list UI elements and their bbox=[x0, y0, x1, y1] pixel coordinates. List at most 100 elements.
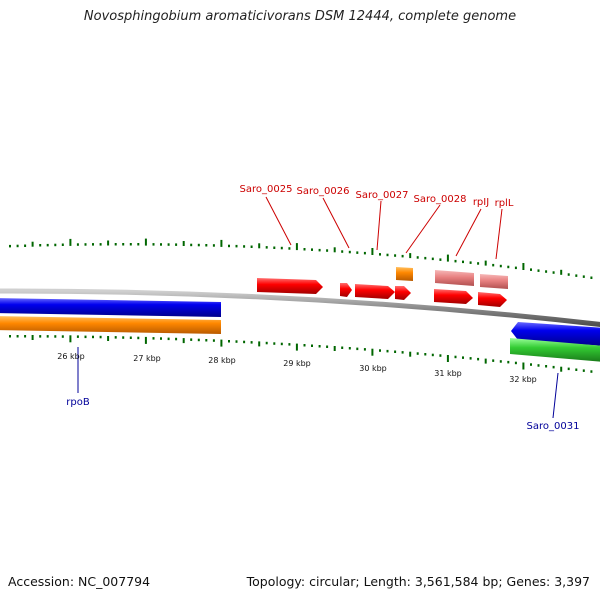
major-tick bbox=[69, 335, 72, 343]
minor-tick bbox=[416, 256, 419, 259]
minor-tick bbox=[560, 269, 563, 275]
leader-line-saro-0026 bbox=[322, 197, 350, 249]
minor-tick bbox=[212, 339, 215, 342]
minor-tick bbox=[197, 338, 200, 342]
minor-tick bbox=[537, 269, 540, 272]
minor-tick bbox=[394, 350, 397, 353]
minor-tick bbox=[363, 348, 366, 351]
major-tick bbox=[295, 243, 298, 251]
minor-tick bbox=[9, 244, 11, 248]
minor-tick bbox=[114, 243, 117, 246]
leader-line-saro-0031 bbox=[552, 372, 559, 419]
leader-line-saro-0027 bbox=[376, 200, 382, 251]
minor-tick bbox=[530, 363, 532, 366]
minor-tick bbox=[137, 243, 140, 246]
minor-tick bbox=[84, 335, 87, 339]
minor-tick bbox=[514, 266, 517, 270]
minor-tick bbox=[212, 244, 215, 247]
minor-tick bbox=[288, 247, 291, 250]
minor-tick bbox=[129, 336, 132, 339]
minor-tick bbox=[24, 244, 27, 247]
gene-label-rpob: rpoB bbox=[66, 397, 90, 408]
minor-tick bbox=[341, 250, 344, 253]
minor-tick bbox=[590, 276, 593, 279]
minor-tick bbox=[416, 352, 419, 355]
scale-label-32kbp: 32 kbp bbox=[509, 375, 537, 384]
minor-tick bbox=[379, 253, 381, 256]
gene-rpob-reverse bbox=[0, 298, 221, 317]
minor-tick bbox=[31, 335, 34, 340]
minor-tick bbox=[99, 335, 102, 339]
scale-label-30kbp: 30 kbp bbox=[359, 364, 387, 373]
major-tick bbox=[295, 343, 298, 351]
leader-line-saro-0028 bbox=[405, 204, 441, 254]
gene-saro-0025-forward bbox=[257, 278, 323, 294]
minor-tick bbox=[152, 337, 155, 340]
minor-tick bbox=[235, 340, 238, 343]
minor-tick bbox=[386, 253, 389, 257]
minor-tick bbox=[122, 336, 125, 339]
major-tick bbox=[69, 238, 72, 246]
minor-tick bbox=[61, 335, 64, 338]
minor-tick bbox=[575, 274, 578, 277]
minor-tick bbox=[356, 251, 359, 254]
scale-label-29kbp: 29 kbp bbox=[283, 359, 311, 368]
gene-rpll-forward bbox=[478, 292, 507, 307]
minor-tick bbox=[76, 243, 79, 246]
major-tick bbox=[144, 238, 147, 246]
minor-tick bbox=[326, 249, 329, 252]
minor-tick bbox=[462, 260, 464, 264]
minor-tick bbox=[492, 263, 495, 267]
leader-line-rpij bbox=[455, 208, 482, 257]
minor-tick bbox=[205, 244, 208, 247]
gene-saro-0026-forward bbox=[340, 283, 352, 297]
gene-label-rpij: rpIJ bbox=[473, 197, 489, 208]
minor-tick bbox=[379, 349, 381, 352]
minor-tick bbox=[167, 243, 170, 246]
minor-tick bbox=[341, 346, 344, 349]
minor-tick bbox=[190, 243, 193, 247]
minor-tick bbox=[401, 254, 404, 258]
gene-label-rpll: rplL bbox=[495, 198, 514, 209]
major-tick bbox=[220, 239, 223, 247]
minor-tick bbox=[46, 243, 49, 247]
minor-tick bbox=[190, 338, 193, 341]
leader-line-rpll bbox=[495, 208, 503, 260]
minor-tick bbox=[303, 248, 306, 251]
minor-tick bbox=[243, 245, 246, 248]
gene-label-saro-0027: Saro_0027 bbox=[356, 190, 409, 201]
minor-tick bbox=[175, 337, 178, 341]
minor-tick bbox=[137, 336, 140, 340]
minor-tick bbox=[582, 369, 585, 372]
major-tick bbox=[220, 339, 223, 347]
minor-tick bbox=[311, 248, 313, 251]
minor-tick bbox=[54, 335, 57, 338]
gene-rpij-light-forward bbox=[435, 270, 474, 286]
minor-tick bbox=[76, 335, 79, 338]
minor-tick bbox=[454, 259, 457, 263]
minor-tick bbox=[356, 347, 359, 351]
minor-tick bbox=[197, 243, 200, 247]
minor-tick bbox=[258, 243, 261, 249]
minor-tick bbox=[439, 354, 442, 357]
gene-saro-0027b-forward bbox=[395, 286, 411, 300]
minor-tick bbox=[235, 244, 238, 248]
minor-tick bbox=[514, 361, 517, 365]
major-tick bbox=[522, 263, 525, 270]
minor-tick bbox=[16, 244, 19, 248]
gene-saro-0027-forward bbox=[355, 284, 395, 299]
minor-tick bbox=[175, 243, 178, 246]
tick-row-top bbox=[9, 238, 593, 279]
gene-green-reverse bbox=[510, 338, 600, 362]
minor-tick bbox=[499, 360, 502, 363]
minor-tick bbox=[348, 347, 351, 350]
minor-tick bbox=[250, 245, 253, 248]
minor-tick bbox=[228, 244, 230, 248]
minor-tick bbox=[160, 337, 162, 340]
minor-tick bbox=[582, 275, 585, 278]
minor-tick bbox=[318, 345, 321, 348]
minor-tick bbox=[24, 335, 27, 338]
minor-tick bbox=[311, 344, 313, 347]
minor-tick bbox=[182, 338, 185, 344]
